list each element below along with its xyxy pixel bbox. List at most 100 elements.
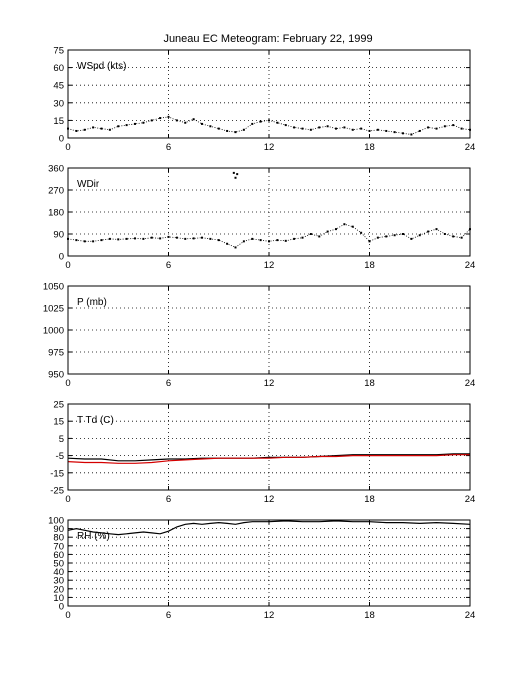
panel-1-point [150,236,153,239]
panel-1-point [201,236,203,239]
panel-3-series-1-line [67,454,470,464]
panel-0-ytick-label: 15 [53,116,64,127]
panel-1-point [368,240,371,243]
panel-0-point [460,127,463,130]
panel-1-point [268,240,270,243]
panel-1-point [167,235,170,238]
panel-0-xtick-label: 24 [465,142,476,153]
panel-1-label: WDir [77,179,100,190]
panel-3-xtick-label: 0 [65,494,70,505]
panel-1-point [376,236,379,239]
panel-0-point [343,126,346,129]
panel-2-xtick-label: 0 [65,378,70,389]
panel-0-ytick-label: 45 [53,81,64,92]
panel-1-point [232,171,235,174]
panel-0-point [259,120,262,123]
panel-0-point [134,122,136,125]
panel-2-xtick-label: 12 [264,378,275,389]
panel-0-point [142,121,145,124]
figure-title: Juneau EC Meteogram: February 22, 1999 [163,33,372,45]
panel-1-point [175,236,178,239]
panel-1-xtick-label: 24 [465,260,476,271]
panel-0-point [318,126,321,129]
panel-4-ytick-label: 90 [53,524,64,535]
panel-0-point [402,132,404,135]
panel-2-label: P (mb) [77,297,107,308]
panel-1-point [192,237,195,240]
panel-1-point [410,237,413,240]
panel-1-point [360,231,363,234]
panel-3-xtick-label: 24 [465,494,476,505]
panel-0-ytick-label: 60 [53,63,64,74]
panel-4-ytick-label: 100 [48,516,64,527]
panel-0-point [435,127,438,130]
panel-3-series-0-line [67,453,470,462]
panel-3-label: T Td (C) [77,415,114,426]
panel-0-point [335,127,337,130]
panel-3-ytick-label: 15 [53,417,64,428]
panel-1-point [293,237,296,240]
panel-1-point [236,173,239,176]
panel-1-ytick-label: 360 [48,164,64,175]
panel-4-xtick-label: 24 [465,610,476,621]
panel-0-ytick-label: 30 [53,98,64,109]
panel-0-point [276,121,279,124]
panel-2-xtick-label: 24 [465,378,476,389]
panel-4-ytick-label: 20 [53,584,64,595]
panel-1-point [301,236,304,239]
panel-0-point [452,124,455,127]
panel-2-ytick-label: 1000 [43,326,64,337]
panel-1-ytick-label: 180 [48,208,64,219]
panel-4-ytick-label: 0 [59,602,64,613]
panel-2-frame [67,285,471,375]
panel-0-point [159,117,162,120]
panel-1-frame [67,167,471,257]
panel-1-ytick-label: 270 [48,186,64,197]
panel-0-point [83,128,86,131]
panel-0-point [234,131,237,134]
panel-1-point [125,237,128,240]
panel-4-xtick-label: 18 [364,610,375,621]
panel-1-point [351,225,354,228]
panel-0-point [360,127,363,130]
panel-2-ytick-label: 1025 [43,304,64,315]
panel-4-ytick-label: 80 [53,533,64,544]
panel-1-point [335,228,337,231]
panel-0-point [427,126,430,129]
panel-3-ytick-label: -25 [50,486,64,497]
panel-0-point [301,127,304,130]
panel-1-point [402,233,404,235]
panel-4-ytick-label: 70 [53,541,64,552]
panel-1-point [100,239,103,242]
panel-0-point [351,128,354,131]
panel-0-point [192,118,195,121]
panel-2-xtick-label: 6 [166,378,171,389]
panel-1-ytick-label: 90 [53,230,64,241]
panel-0-point [418,129,421,132]
panel-0-xtick-label: 12 [264,142,275,153]
panel-1-xtick-label: 18 [364,260,375,271]
panel-1-point [251,237,254,240]
panel-2-ytick-label: 975 [48,348,64,359]
panel-0-ytick-label: 0 [59,134,64,145]
panel-0-label: WSpd (kts) [77,61,126,72]
panel-4-frame [67,519,471,607]
panel-3-ytick-label: 25 [53,400,64,411]
panel-0-ytick-label: 75 [53,46,64,57]
panel-4-ytick-label: 40 [53,567,64,578]
panel-0-point [100,127,103,130]
panel-1-point [276,239,279,242]
panel-3-background [68,404,470,490]
panel-2-ytick-label: 1050 [43,282,64,293]
panel-4-xtick-label: 0 [65,610,70,621]
panel-1-point [83,240,86,243]
panel-0-xtick-label: 18 [364,142,375,153]
panel-4-ytick-label: 50 [53,559,64,570]
panel-0-point [117,125,120,128]
panel-1-point [217,239,220,242]
panel-4-ytick-label: 10 [53,593,64,604]
panel-1-point [134,237,136,240]
panel-4-ytick-label: 30 [53,576,64,587]
panel-2-xtick-label: 18 [364,378,375,389]
